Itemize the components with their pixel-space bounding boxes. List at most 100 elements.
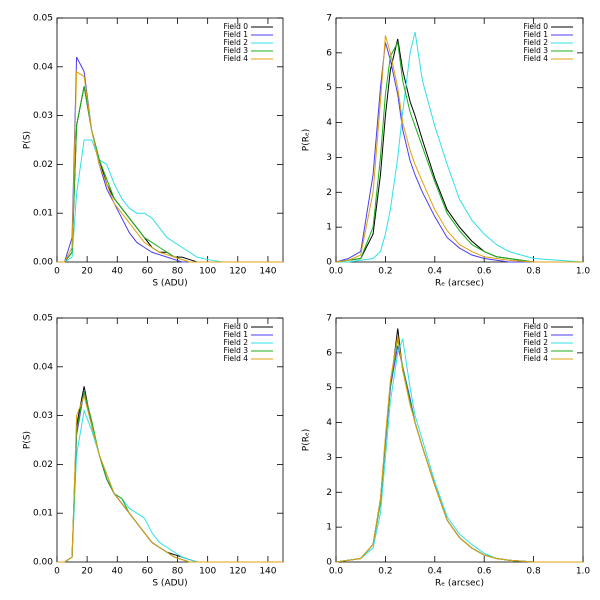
series-line <box>57 86 283 263</box>
x-tick-label: 20 <box>81 267 93 277</box>
x-tick-label: 20 <box>81 567 93 577</box>
series-line <box>57 386 283 563</box>
x-tick-label: 0.0 <box>329 267 344 277</box>
x-tick-label: 120 <box>229 267 246 277</box>
x-axis-label: S (ADU) <box>152 279 187 289</box>
panel: 0 20 40 60 80 100 120 140 0.00 0.01 0.02 0.03 0.04 0.… <box>23 314 284 589</box>
legend-label: Field 0 <box>524 22 549 31</box>
legend-label: Field 3 <box>524 46 549 55</box>
legend-label: Field 2 <box>224 38 249 47</box>
y-tick-label: 0.03 <box>33 111 53 121</box>
x-tick-label: 0 <box>54 267 60 277</box>
x-tick-label: 1.0 <box>576 567 591 577</box>
y-axis-label: P(S) <box>23 131 33 149</box>
series-line <box>57 394 283 563</box>
legend-label: Field 1 <box>524 30 549 39</box>
series-line <box>335 338 583 563</box>
legend-label: Field 2 <box>524 38 549 47</box>
legend-label: Field 0 <box>224 322 249 331</box>
x-axis-label: Rₑ (arcsec) <box>435 279 484 289</box>
series-line <box>57 56 283 263</box>
x-tick-label: 120 <box>229 567 246 577</box>
y-tick-label: 4 <box>326 118 332 128</box>
y-tick-label: 6 <box>326 348 332 358</box>
plot-frame <box>56 317 284 563</box>
legend-label: Field 3 <box>224 346 249 355</box>
legend-label: Field 2 <box>524 338 549 347</box>
x-axis-label: S (ADU) <box>152 579 187 589</box>
x-tick-label: 1.0 <box>576 267 591 277</box>
y-axis-label: P(S) <box>23 431 33 449</box>
y-tick-label: 4 <box>326 418 332 428</box>
legend-label: Field 1 <box>224 330 249 339</box>
panel: 0 20 40 60 80 100 120 140 0.00 0.01 0.02 0.03 0.04 0.… <box>23 14 284 289</box>
y-tick-label: 0.05 <box>33 14 53 24</box>
series-line <box>335 38 583 263</box>
y-tick-label: 0.00 <box>33 258 53 268</box>
series-line <box>335 345 583 563</box>
series-line <box>57 70 283 263</box>
y-tick-label: 0.01 <box>33 209 53 219</box>
legend-label: Field 4 <box>224 54 249 63</box>
series-line <box>335 40 583 263</box>
x-tick-label: 80 <box>172 567 184 577</box>
series-line <box>57 139 283 263</box>
series-line <box>335 42 583 263</box>
y-axis-label: P(Rₑ) <box>302 429 312 451</box>
x-tick-label: 40 <box>112 567 124 577</box>
y-tick-label: 0.03 <box>33 411 53 421</box>
series-line <box>57 408 283 563</box>
legend-label: Field 3 <box>224 46 249 55</box>
y-tick-label: 0.02 <box>33 460 53 470</box>
y-tick-label: 0 <box>326 258 332 268</box>
y-tick-label: 6 <box>326 48 332 58</box>
legend-label: Field 0 <box>524 322 549 331</box>
x-tick-label: 0.6 <box>477 567 492 577</box>
x-tick-label: 60 <box>142 567 154 577</box>
series-line <box>57 391 283 563</box>
y-tick-label: 0.04 <box>33 62 53 72</box>
legend-label: Field 4 <box>524 354 549 363</box>
x-axis-label: Rₑ (arcsec) <box>435 579 484 589</box>
y-tick-label: 5 <box>326 83 332 93</box>
series-line <box>335 335 583 563</box>
panel: 0.0 0.2 0.4 0.6 0.8 1.0 0 1 2 3 4 5 6 7 Rₑ (arcsec) P(R… <box>302 14 591 289</box>
x-tick-label: 80 <box>172 267 184 277</box>
x-tick-label: 60 <box>142 267 154 277</box>
x-tick-label: 100 <box>199 267 216 277</box>
x-tick-label: 140 <box>259 267 276 277</box>
legend-label: Field 0 <box>224 22 249 31</box>
y-tick-label: 5 <box>326 383 332 393</box>
plot-frame <box>335 317 584 563</box>
y-tick-label: 7 <box>326 14 332 24</box>
x-tick-label: 0.6 <box>477 267 492 277</box>
y-tick-label: 2 <box>326 188 332 198</box>
x-tick-label: 0.4 <box>428 267 443 277</box>
x-tick-label: 40 <box>112 267 124 277</box>
legend-label: Field 1 <box>224 30 249 39</box>
y-tick-label: 1 <box>326 523 332 533</box>
plot-frame <box>335 17 584 263</box>
x-tick-label: 0.2 <box>378 567 392 577</box>
y-tick-label: 2 <box>326 488 332 498</box>
legend-label: Field 2 <box>224 338 249 347</box>
x-tick-label: 0.2 <box>378 267 392 277</box>
legend-label: Field 1 <box>524 330 549 339</box>
legend-label: Field 4 <box>524 54 549 63</box>
series-line <box>57 86 283 263</box>
series-line <box>335 328 583 563</box>
series-line <box>336 31 584 263</box>
series-line <box>335 35 583 263</box>
y-tick-label: 0.02 <box>33 160 53 170</box>
x-tick-label: 100 <box>199 567 216 577</box>
plot-frame <box>56 17 284 263</box>
x-tick-label: 0 <box>54 567 60 577</box>
y-axis-label: P(Rₑ) <box>302 129 312 151</box>
x-tick-label: 0.4 <box>428 567 443 577</box>
y-tick-label: 0.04 <box>33 362 53 372</box>
panel: 0.0 0.2 0.4 0.6 0.8 1.0 0 1 2 3 4 5 6 7 Rₑ (arcsec) P(R… <box>302 314 591 589</box>
legend-label: Field 3 <box>524 346 549 355</box>
y-tick-label: 1 <box>326 223 332 233</box>
series-line <box>335 338 583 563</box>
